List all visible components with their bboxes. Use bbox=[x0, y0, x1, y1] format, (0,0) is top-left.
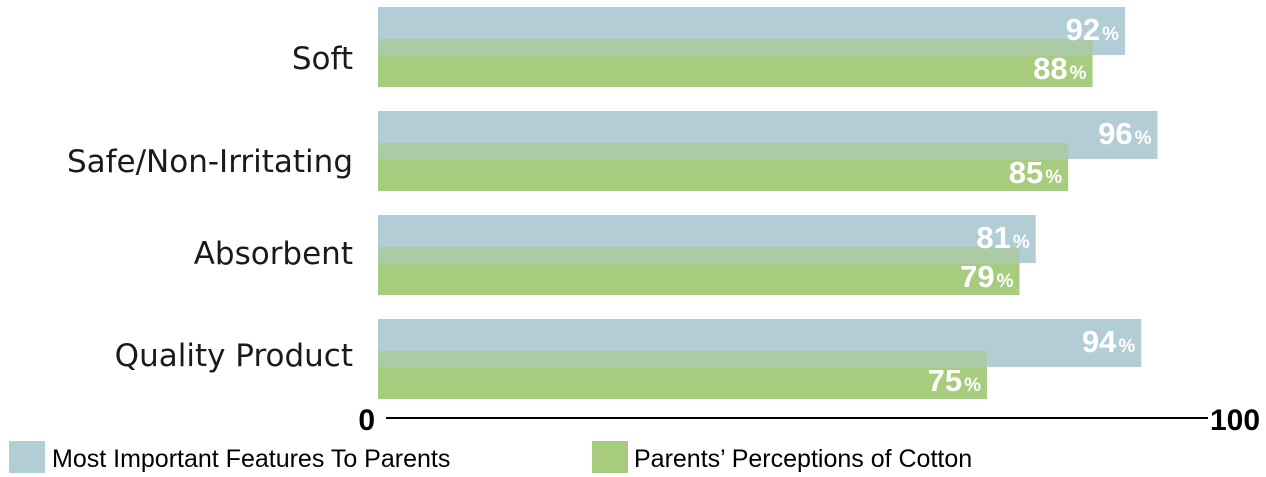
category-label-1: Safe/Non-Irritating bbox=[67, 144, 353, 180]
bar-overlap-0 bbox=[378, 39, 1093, 55]
legend-label-important: Most Important Features To Parents bbox=[52, 445, 450, 473]
legend-swatch-important bbox=[9, 441, 45, 473]
category-label-0: Soft bbox=[292, 41, 353, 77]
bar-overlap-1 bbox=[378, 143, 1069, 159]
x-tick-label-0: 0 bbox=[358, 404, 375, 437]
labels-group: Soft 92 % 88 % Safe/Non-Irritating 96 % 85 % Absor… bbox=[67, 12, 1152, 398]
category-label-3: Quality Product bbox=[115, 338, 353, 374]
value-label-important-3: 94% bbox=[1082, 324, 1135, 359]
x-axis: 0 100 bbox=[358, 404, 1260, 437]
value-label-cotton-1: 85% bbox=[1009, 155, 1062, 190]
legend-label-cotton: Parents’ Perceptions of Cotton bbox=[634, 445, 972, 473]
value-label-important-0: 92% bbox=[1066, 12, 1119, 47]
category-label-2: Absorbent bbox=[194, 236, 353, 272]
legend-swatch-cotton bbox=[592, 441, 628, 473]
value-label-cotton-3: 75% bbox=[928, 363, 981, 398]
x-tick-label-100: 100 bbox=[1210, 404, 1260, 437]
value-label-important-2: 81% bbox=[976, 220, 1029, 255]
value-label-cotton-2: 79% bbox=[960, 259, 1013, 294]
bars-group bbox=[378, 7, 1158, 399]
value-label-important-1: 96% bbox=[1098, 116, 1151, 151]
value-label-cotton-0: 88% bbox=[1033, 51, 1086, 86]
bar-overlap-2 bbox=[378, 247, 1020, 263]
bar-overlap-3 bbox=[378, 351, 987, 367]
legend: Most Important Features To Parents Paren… bbox=[9, 441, 972, 473]
